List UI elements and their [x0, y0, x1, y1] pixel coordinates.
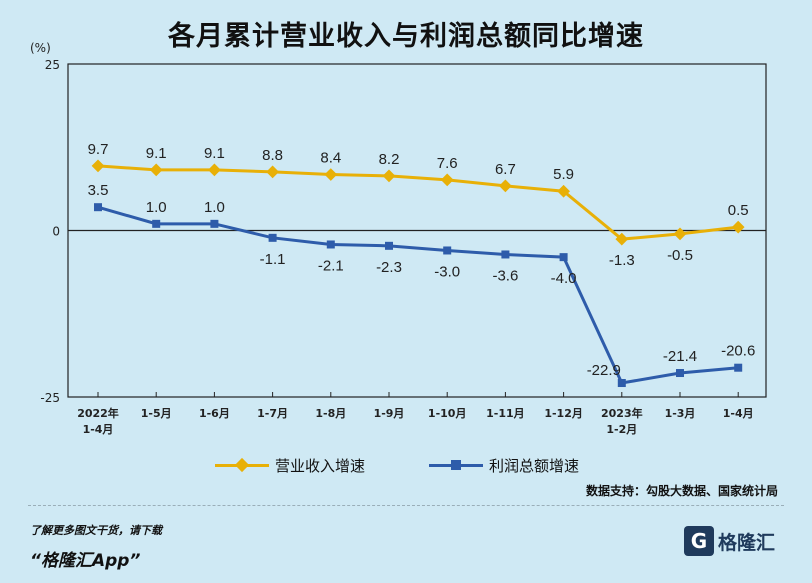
data-label-revenue: 5.9 [553, 166, 574, 183]
legend-marker-revenue [234, 457, 250, 473]
footer-divider [28, 505, 784, 506]
data-label-profit: 3.5 [88, 182, 109, 199]
data-point-profit [559, 253, 568, 262]
x-tick-label: 1-11月 [486, 407, 525, 420]
data-point-revenue [382, 169, 396, 183]
data-label-revenue: 7.6 [437, 155, 458, 172]
data-point-profit [443, 246, 452, 255]
x-tick-label: 1-9月 [374, 407, 405, 420]
data-point-revenue [440, 173, 454, 187]
y-unit-label: (%) [30, 41, 51, 55]
x-tick-label: 1-8月 [315, 407, 346, 420]
data-label-revenue: 8.2 [379, 151, 400, 168]
data-label-revenue: 6.7 [495, 161, 516, 178]
data-label-profit: -2.1 [318, 257, 344, 274]
data-point-revenue [324, 168, 338, 181]
data-point-revenue [91, 159, 105, 173]
data-label-revenue: 9.1 [204, 145, 225, 162]
data-point-profit [676, 369, 684, 378]
legend-item-profit: 利润总额增速 [429, 455, 579, 476]
data-point-profit [94, 203, 102, 212]
data-point-profit [210, 219, 219, 228]
x-tick-label: 2022年 [77, 406, 119, 420]
x-tick-label: 1-4月 [723, 407, 754, 420]
logo-icon: G [684, 526, 714, 556]
data-point-revenue [673, 227, 687, 241]
series-line-0 [97, 164, 739, 241]
legend: 营业收入增速 利润总额增速 [215, 455, 579, 476]
y-tick-label: 25 [45, 58, 60, 72]
chart-title: 各月累计营业收入与利润总额同比增速 [168, 21, 644, 52]
data-label-profit: -2.3 [376, 259, 402, 276]
data-point-revenue [208, 163, 221, 177]
data-label-profit: -4.0 [551, 270, 577, 287]
logo-text: 格隆汇 [718, 531, 776, 554]
data-label-profit: -20.6 [721, 343, 755, 360]
data-label-profit: -3.6 [492, 267, 518, 284]
data-label-revenue: 0.5 [728, 202, 749, 219]
x-tick-label: 1-6月 [199, 407, 230, 420]
data-point-revenue [499, 179, 512, 193]
data-label-revenue: -0.5 [667, 247, 693, 264]
data-point-profit [268, 233, 277, 242]
x-tick-label: 2023年 [601, 406, 643, 420]
data-label-profit: 1.0 [204, 199, 225, 216]
data-point-revenue [149, 163, 163, 177]
data-label-revenue: 8.8 [262, 147, 283, 164]
x-tick-label: 1-4月 [83, 423, 114, 436]
promo-line: 了解更多图文干货，请下载 [30, 524, 162, 537]
legend-swatch-revenue [215, 457, 269, 473]
x-tick-label: 1-7月 [257, 407, 288, 420]
legend-label-revenue: 营业收入增速 [275, 457, 366, 475]
x-tick-label: 1-5月 [141, 407, 172, 420]
data-point-profit [152, 219, 161, 228]
data-label-profit: -21.4 [663, 348, 697, 365]
legend-label-profit: 利润总额增速 [489, 457, 580, 475]
data-label-profit: -3.0 [434, 263, 460, 280]
data-label-revenue: 8.4 [320, 150, 341, 167]
promo-app-name: “格隆汇App” [30, 551, 141, 571]
data-point-profit [501, 250, 510, 259]
source-note: 数据支持：勾股大数据、国家统计局 [585, 484, 778, 498]
brand-logo: G 格隆汇 [684, 526, 775, 556]
data-point-profit [617, 379, 626, 388]
data-point-profit [734, 363, 743, 372]
x-tick-label: 1-10月 [428, 407, 467, 420]
data-label-profit: -1.1 [260, 251, 286, 268]
y-tick-label: 0 [52, 225, 60, 239]
data-point-profit [326, 240, 335, 249]
x-tick-label: 1-3月 [665, 407, 696, 420]
series-line-1 [97, 205, 739, 385]
x-tick-label: 1-12月 [544, 407, 583, 420]
data-point-revenue [266, 165, 279, 179]
legend-item-revenue: 营业收入增速 [215, 455, 365, 476]
data-label-revenue: 9.7 [88, 141, 109, 158]
data-point-revenue [731, 220, 745, 234]
y-tick-label: -25 [40, 391, 60, 405]
data-label-revenue: 9.1 [146, 145, 167, 162]
x-tick-label: 1-2月 [606, 423, 637, 436]
legend-marker-profit [451, 460, 462, 470]
data-point-profit [385, 241, 393, 250]
legend-swatch-profit [429, 460, 484, 470]
data-label-profit: -22.9 [587, 362, 621, 379]
data-label-profit: 1.0 [146, 199, 167, 216]
data-label-revenue: -1.3 [609, 252, 635, 269]
